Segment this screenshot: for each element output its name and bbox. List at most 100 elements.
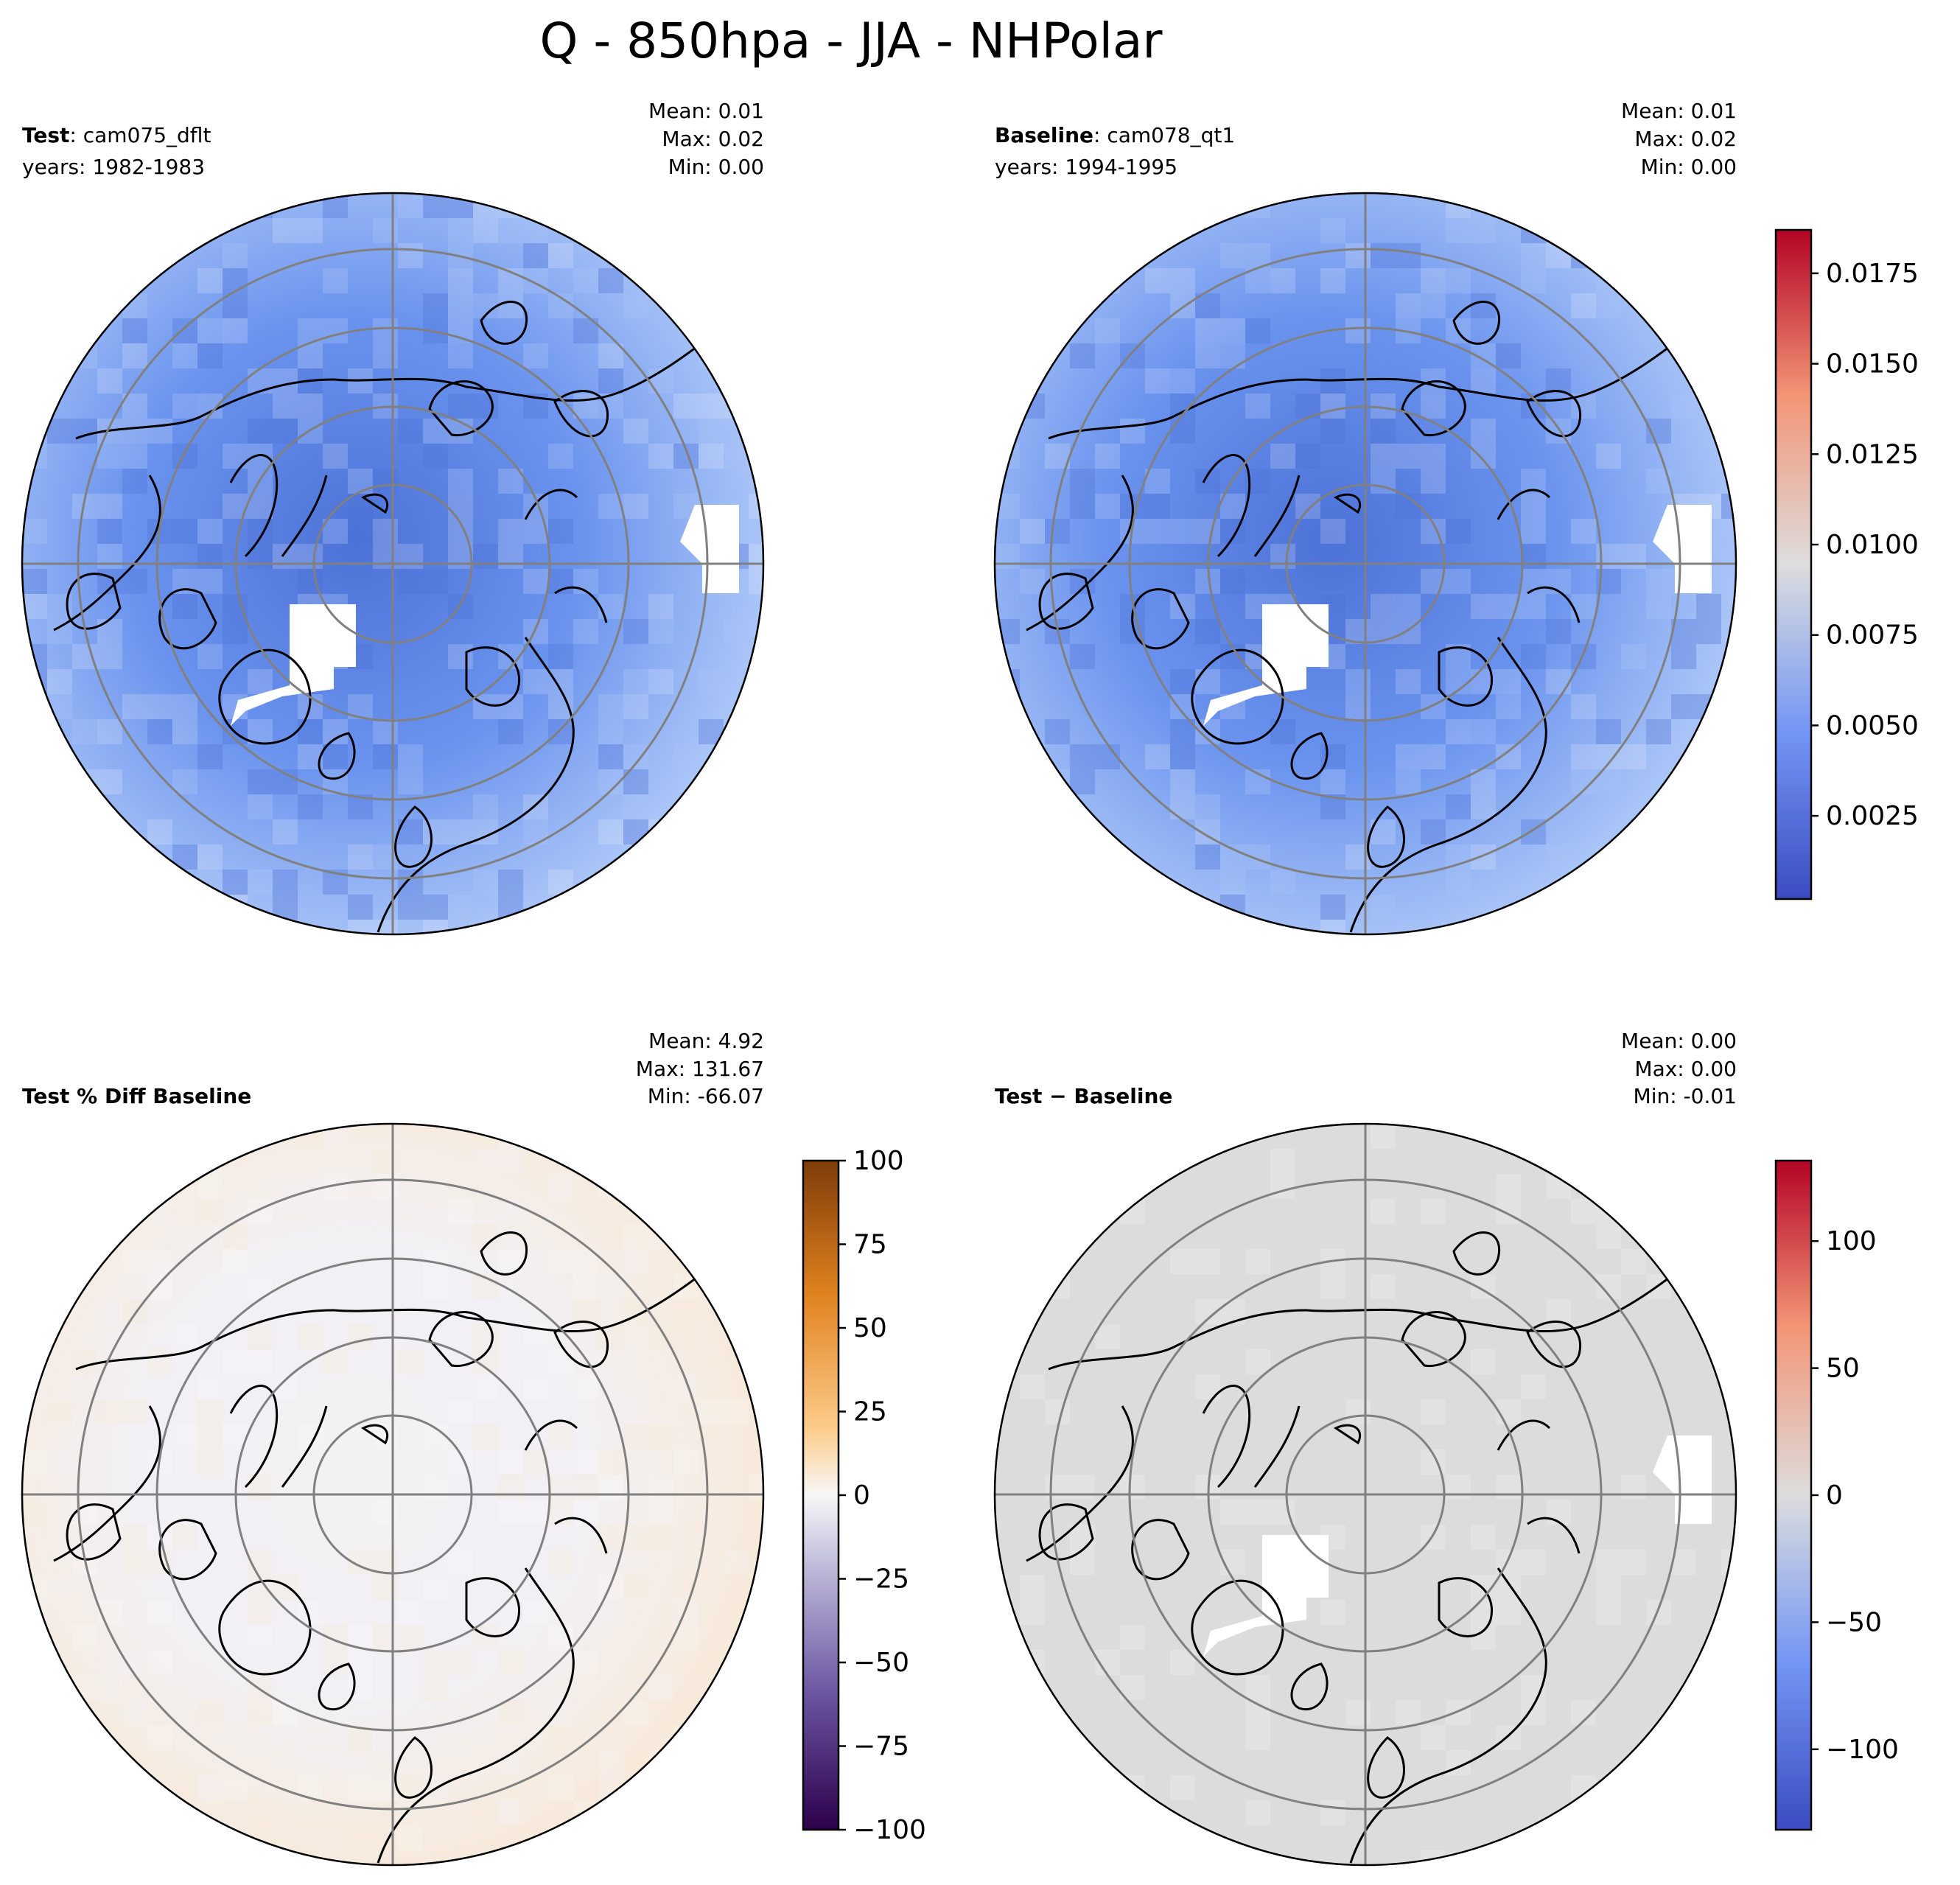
- map-cell: [1471, 1625, 1496, 1650]
- map-cell: [1546, 569, 1571, 594]
- map-cell: [623, 1800, 648, 1825]
- map-cell: [172, 1650, 197, 1675]
- map-cell: [1496, 1349, 1521, 1374]
- map-cell: [1421, 293, 1446, 318]
- map-cell: [323, 1349, 348, 1374]
- map-cell: [348, 519, 373, 544]
- map-cell: [47, 1850, 72, 1865]
- map-cell: [1020, 1725, 1045, 1750]
- map-cell: [699, 844, 724, 870]
- map-cell: [1220, 494, 1245, 519]
- map-cell: [1496, 1750, 1521, 1775]
- panel-pctdiff-label: Test % Diff Baseline: [22, 1084, 251, 1108]
- missing-data-region: [1653, 505, 1712, 593]
- map-cell: [1721, 1550, 1736, 1575]
- map-cell: [323, 268, 348, 293]
- map-cell: [1696, 619, 1721, 644]
- map-cell: [1145, 519, 1170, 544]
- map-cell: [1721, 794, 1736, 819]
- map-cell: [298, 1550, 323, 1575]
- map-cell: [498, 469, 523, 494]
- map-cell: [1371, 594, 1396, 619]
- map-cell: [223, 920, 248, 934]
- map-cell: [1145, 1750, 1170, 1775]
- map-cell: [1220, 1800, 1245, 1825]
- map-cell: [648, 444, 673, 469]
- map-cell: [1045, 1775, 1070, 1800]
- map-cell: [1721, 1700, 1736, 1725]
- map-cell: [1421, 1850, 1446, 1865]
- map-cell: [1220, 569, 1245, 594]
- map-cell: [1521, 1550, 1546, 1575]
- map-cell: [323, 1750, 348, 1775]
- map-cell: [1571, 1149, 1596, 1174]
- map-cell: [1546, 1149, 1571, 1174]
- map-cell: [1571, 218, 1596, 243]
- panel-test-years: years: 1982-1983: [22, 155, 205, 179]
- map-cell: [1696, 293, 1721, 318]
- map-cell: [1396, 1475, 1421, 1500]
- map-cell: [1245, 1800, 1270, 1825]
- panel-baseline: Baseline: cam078_qt1 years: 1994-1995 Me…: [993, 99, 1737, 936]
- map-cell: [1270, 719, 1295, 744]
- map-cell: [298, 394, 323, 419]
- panel-test: Test: cam075_dflt years: 1982-1983 Mean:…: [21, 99, 765, 936]
- map-cell: [97, 193, 122, 218]
- map-cell: [22, 1449, 47, 1475]
- map-cell: [1270, 1149, 1295, 1174]
- panel-diff: Test − Baseline Mean: 0.00 Max: 0.00 Min…: [993, 1029, 1737, 1867]
- map-cell: [1020, 819, 1045, 844]
- map-cell: [498, 870, 523, 895]
- map-cell: [1471, 1550, 1496, 1575]
- map-cell: [47, 1449, 72, 1475]
- map-cell: [72, 1750, 97, 1775]
- map-cell: [648, 594, 673, 619]
- colorbar-tick-label: −50: [1826, 1607, 1882, 1637]
- map-cell: [273, 1575, 298, 1600]
- map-cell: [197, 644, 223, 669]
- map-cell: [1596, 1550, 1621, 1575]
- map-cell: [523, 193, 548, 218]
- map-cell: [1396, 293, 1421, 318]
- map-cell: [1496, 1174, 1521, 1199]
- map-cell: [498, 1650, 523, 1675]
- map-cell: [1421, 1575, 1446, 1600]
- colorbar-diff: −100 −50 0 50 100: [1774, 1159, 1899, 1831]
- map-cell: [648, 1825, 673, 1850]
- map-cell: [197, 519, 223, 544]
- map-cell: [1295, 494, 1320, 519]
- map-boundary: [993, 1122, 1737, 1867]
- map-cell: [197, 1850, 223, 1865]
- map-cell: [598, 1525, 623, 1550]
- map-cell: [749, 494, 763, 519]
- map-cell: [1045, 1475, 1070, 1500]
- map-cell: [1020, 1374, 1045, 1399]
- map-cell: [1596, 744, 1621, 769]
- map-cell: [47, 419, 72, 444]
- map-cell: [147, 419, 172, 444]
- map-cell: [623, 794, 648, 819]
- map-cell: [22, 1500, 47, 1525]
- map-cell: [1320, 268, 1345, 293]
- colorbar-tick-label: −100: [853, 1815, 926, 1845]
- map-cell: [1045, 1750, 1070, 1775]
- map-cell: [248, 1600, 273, 1625]
- map-cell: [1145, 1199, 1170, 1224]
- colorbar-tick-label: 0: [1826, 1480, 1843, 1511]
- map-cell: [1671, 268, 1696, 293]
- map-cell: [72, 1625, 97, 1650]
- map-cell: [97, 1725, 122, 1750]
- map-cell: [197, 1424, 223, 1449]
- map-cell: [72, 193, 97, 218]
- map-cell: [1371, 1500, 1396, 1525]
- map-cell: [573, 619, 598, 644]
- map-cell: [1245, 1299, 1270, 1324]
- map-cell: [248, 544, 273, 569]
- panel-test-label: Test: cam075_dflt: [22, 123, 211, 147]
- map-cell: [1295, 444, 1320, 469]
- map-cell: [523, 669, 548, 694]
- map-cell: [699, 719, 724, 744]
- map-cell: [1421, 1725, 1446, 1750]
- map-cell: [1070, 644, 1095, 669]
